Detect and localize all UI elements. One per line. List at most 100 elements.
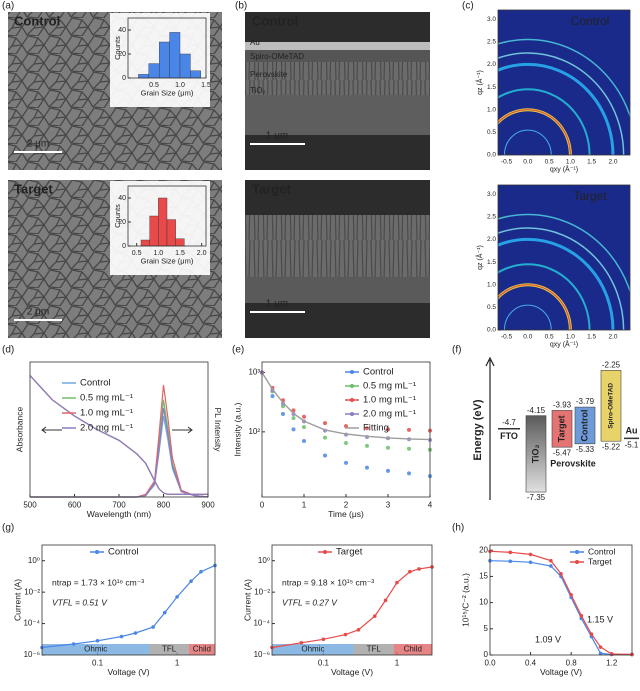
data-point xyxy=(302,439,306,444)
x-tick-label: 2 xyxy=(344,500,349,509)
image-label: Control xyxy=(14,13,60,28)
x-tick-label: 1.0 xyxy=(566,334,575,341)
y-tick-label: 0 xyxy=(122,243,126,250)
y-tick-label: 10⁻⁶ xyxy=(254,650,270,659)
y-tick-label: 2.0 xyxy=(487,61,496,68)
data-point xyxy=(291,416,296,421)
legend-label: Target xyxy=(336,547,363,558)
x-axis-label: Grain Size (μm) xyxy=(141,89,194,98)
x-axis-label: qxy (Å⁻¹) xyxy=(550,339,578,348)
panel-label: (b) xyxy=(235,1,247,12)
regime-band xyxy=(188,644,215,655)
level-value: -2.25 xyxy=(602,360,621,369)
layer-spiro xyxy=(245,50,430,62)
x-tick-label: 0.0 xyxy=(523,159,532,166)
y-tick-label: 10⁰ xyxy=(258,556,270,565)
layer-label: Spiro-OMeTAD xyxy=(250,52,304,61)
regime-band xyxy=(393,644,432,655)
data-point xyxy=(189,579,193,583)
x-tick-label: 1 xyxy=(175,658,180,667)
regime-label: TFL xyxy=(162,645,177,654)
y-tick-label: 10⁻⁴ xyxy=(253,619,270,628)
x-tick-label: 0.5 xyxy=(545,159,554,166)
arrow xyxy=(172,426,193,434)
x-tick-label: 2.0 xyxy=(197,250,207,257)
image-label: Control xyxy=(571,14,610,28)
level-value: -3.93 xyxy=(553,401,572,410)
data-point xyxy=(71,642,76,646)
data-point xyxy=(343,632,348,637)
y-axis-label: 10¹⁵/C⁻² (a.u.) xyxy=(460,573,470,627)
panel-label: (d) xyxy=(2,345,14,356)
histogram-bar xyxy=(149,215,159,247)
data-point xyxy=(569,592,573,597)
y-tick-label: 2.5 xyxy=(487,213,496,220)
plot-frame xyxy=(271,544,433,656)
data-point xyxy=(365,426,369,431)
data-point xyxy=(598,651,603,656)
level-value: -5.33 xyxy=(576,445,595,454)
panel-label: (h) xyxy=(452,523,464,534)
group-label: Perovskite xyxy=(550,459,596,469)
x-tick-label: 1 xyxy=(395,658,400,667)
legend-label: Target xyxy=(588,556,612,566)
histogram-bar xyxy=(175,238,185,247)
image-label: Target xyxy=(252,181,291,196)
plot-frame xyxy=(127,17,207,79)
data-point xyxy=(133,631,138,635)
y-axis-label: Counts xyxy=(113,36,122,60)
level-name: Spiro-OMeTAD xyxy=(608,383,615,429)
y-axis-label: Absorbance xyxy=(14,407,24,453)
data-point xyxy=(528,552,533,557)
data-point xyxy=(356,628,361,632)
data-point xyxy=(407,427,411,432)
y-tick-label: 10⁰ xyxy=(28,556,40,565)
data-point xyxy=(151,625,155,629)
scale-bar-label: 2 μm xyxy=(27,139,49,150)
panel-label: (a) xyxy=(2,1,14,12)
y-axis-label: qz (Å⁻¹) xyxy=(475,245,484,270)
regime-band xyxy=(272,644,354,655)
layer-tio2 xyxy=(245,95,430,135)
image-label: Target xyxy=(573,189,607,203)
legend-marker xyxy=(95,550,99,554)
data-point xyxy=(323,453,327,458)
legend-label: 1.0 mg mL⁻¹ xyxy=(80,408,133,419)
diffraction-ring xyxy=(498,227,625,330)
level-value: -7.35 xyxy=(527,493,546,502)
panel-label: (e) xyxy=(232,345,244,356)
plot-frame xyxy=(41,544,216,656)
x-axis-label: qxy (Å⁻¹) xyxy=(550,164,578,173)
x-tick-label: 1.5 xyxy=(587,159,596,166)
legend-marker xyxy=(350,412,354,416)
panel-label: (c) xyxy=(462,1,474,12)
y-tick-label: 20 xyxy=(118,51,126,58)
x-axis-label: Voltage (V) xyxy=(107,667,149,677)
legend-label: Control xyxy=(363,367,394,378)
regime-label: Ohmic xyxy=(301,645,324,654)
layer-label: Perovskite xyxy=(250,70,288,79)
image-label: Target xyxy=(14,181,53,196)
histogram-bar xyxy=(169,32,181,79)
histogram-bar xyxy=(140,239,150,247)
level-value: -4.7 xyxy=(502,418,516,427)
x-tick-label: 0.1 xyxy=(318,658,330,667)
histogram-bar xyxy=(138,74,149,79)
annotation: ntrap = 9.18 × 10¹⁵ cm⁻³ xyxy=(282,577,374,587)
y-tick-label: 40 xyxy=(118,27,126,34)
legend-label: Control xyxy=(80,378,111,389)
annotation: 1.09 V xyxy=(535,634,561,644)
energy-axis xyxy=(485,356,495,500)
data-point xyxy=(589,632,594,636)
energy-band xyxy=(600,370,622,442)
x-tick-label: 3 xyxy=(386,500,391,509)
scale-bar-label: 2 μm xyxy=(27,307,49,318)
x-axis-label: Time (μs) xyxy=(328,509,364,519)
scale-bar-label: 1 μm xyxy=(266,299,288,310)
x-tick-label: 600 xyxy=(68,500,82,509)
x-tick-label: 0.1 xyxy=(92,658,104,667)
y-tick-label: 10² xyxy=(248,427,260,436)
plot-frame xyxy=(29,361,209,498)
x-tick-label: 0.0 xyxy=(523,334,532,341)
